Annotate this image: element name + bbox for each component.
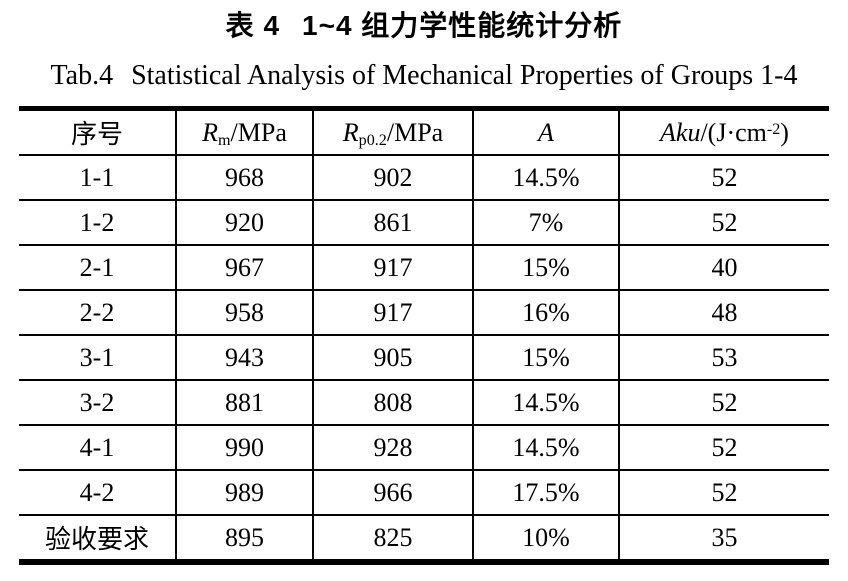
aku-symbol: Aku — [660, 117, 701, 147]
table-cell-serial: 2-1 — [19, 245, 177, 291]
column-header-serial: 序号 — [19, 108, 177, 156]
table-cell-rm: 943 — [176, 335, 314, 381]
header-row: 序号 Rm/MPa Rp0.2/MPa A Aku/(J·cm-2) — [19, 108, 829, 156]
table-row: 3-2 881 808 14.5% 52 — [19, 380, 829, 426]
column-header-rp02: Rp0.2/MPa — [313, 108, 474, 156]
table-cell-aku: 53 — [619, 335, 829, 381]
table-cell-serial: 1-1 — [19, 155, 177, 201]
elongation-symbol: A — [538, 117, 554, 147]
table-row: 2-1 967 917 15% 40 — [19, 245, 829, 291]
table-cell-elongation: 10% — [473, 515, 620, 562]
table-cell-serial: 1-2 — [19, 200, 177, 246]
table-cell-elongation: 16% — [473, 290, 620, 336]
table-cell-rm: 989 — [176, 470, 314, 516]
table-cell-rp02: 917 — [313, 290, 474, 336]
table-cell-serial: 4-1 — [19, 425, 177, 471]
table-cell-rm: 968 — [176, 155, 314, 201]
table-cell-serial: 4-2 — [19, 470, 177, 516]
table-cell-serial: 2-2 — [19, 290, 177, 336]
table-cell-rp02: 825 — [313, 515, 474, 562]
table-caption-en-label: Tab.4 — [50, 60, 114, 91]
table-cell-rp02: 808 — [313, 380, 474, 426]
table-cell-serial: 3-1 — [19, 335, 177, 381]
table-cell-rp02: 928 — [313, 425, 474, 471]
table-row: 2-2 958 917 16% 48 — [19, 290, 829, 336]
table-cell-elongation: 17.5% — [473, 470, 620, 516]
table-cell-rp02: 902 — [313, 155, 474, 201]
table-cell-rp02: 917 — [313, 245, 474, 291]
table-caption-zh-text: 1~4 组力学性能统计分析 — [302, 10, 623, 41]
table-caption-zh-label: 表 4 — [225, 10, 281, 41]
rp02-unit: /MPa — [386, 117, 444, 147]
column-header-elongation: A — [473, 108, 620, 156]
table-cell-elongation: 15% — [473, 335, 620, 381]
mechanical-properties-table: 序号 Rm/MPa Rp0.2/MPa A Aku/(J·cm-2) 1-1 — [19, 106, 829, 565]
aku-unit-pre: /(J·cm — [700, 117, 767, 147]
rp02-subscript: p0.2 — [358, 131, 387, 149]
rm-subscript: m — [218, 131, 231, 149]
table-cell-aku: 52 — [619, 470, 829, 516]
rm-unit: /MPa — [230, 117, 287, 147]
table-cell-rm: 895 — [176, 515, 314, 562]
table-cell-aku: 40 — [619, 245, 829, 291]
table-cell-elongation: 14.5% — [473, 155, 620, 201]
table-row: 4-1 990 928 14.5% 52 — [19, 425, 829, 471]
table-cell-rp02: 861 — [313, 200, 474, 246]
table-cell-aku: 35 — [711, 522, 738, 552]
table-cell-rp02: 966 — [313, 470, 474, 516]
table-cell-aku: 52 — [619, 425, 829, 471]
table-cell-elongation: 14.5% — [473, 425, 620, 471]
table-cell-serial: 3-2 — [19, 380, 177, 426]
table-cell-elongation: 14.5% — [473, 380, 620, 426]
table-cell-rp02: 905 — [313, 335, 474, 381]
table-row-acceptance: 验收要求 895 825 10% 35 — [19, 515, 829, 562]
aku-unit-post: ) — [780, 117, 789, 147]
column-header-aku: Aku/(J·cm-2) — [619, 108, 829, 156]
column-header-serial-label: 序号 — [70, 120, 123, 149]
table-cell-serial: 验收要求 — [19, 515, 177, 562]
table-row: 3-1 943 905 15% 53 — [19, 335, 829, 381]
table-caption-en-text: Statistical Analysis of Mechanical Prope… — [131, 60, 798, 91]
rp02-symbol: R — [342, 117, 359, 147]
table-caption-en: Tab.4 Statistical Analysis of Mechanical … — [0, 59, 848, 93]
table-cell-aku: 52 — [619, 200, 829, 246]
table-cell-rm: 958 — [176, 290, 314, 336]
table-cell-rm: 967 — [176, 245, 314, 291]
column-header-rm: Rm/MPa — [176, 108, 314, 156]
table-cell-rm: 920 — [176, 200, 314, 246]
table-cell-rm: 881 — [176, 380, 314, 426]
table-cell-elongation: 7% — [473, 200, 620, 246]
table-cell-aku: 52 — [619, 380, 829, 426]
table-row: 1-1 968 902 14.5% 52 — [19, 155, 829, 201]
table-cell-rm: 990 — [176, 425, 314, 471]
table-cell-elongation: 15% — [473, 245, 620, 291]
aku-superscript: -2 — [766, 120, 781, 138]
rm-symbol: R — [202, 117, 218, 147]
table-cell-aku: 52 — [619, 155, 829, 201]
table-row: 1-2 920 861 7% 52 — [19, 200, 829, 246]
table-row: 4-2 989 966 17.5% 52 — [19, 470, 829, 516]
table-cell-aku: 48 — [619, 290, 829, 336]
table-caption-zh: 表 4 1~4 组力学性能统计分析 — [0, 8, 848, 44]
